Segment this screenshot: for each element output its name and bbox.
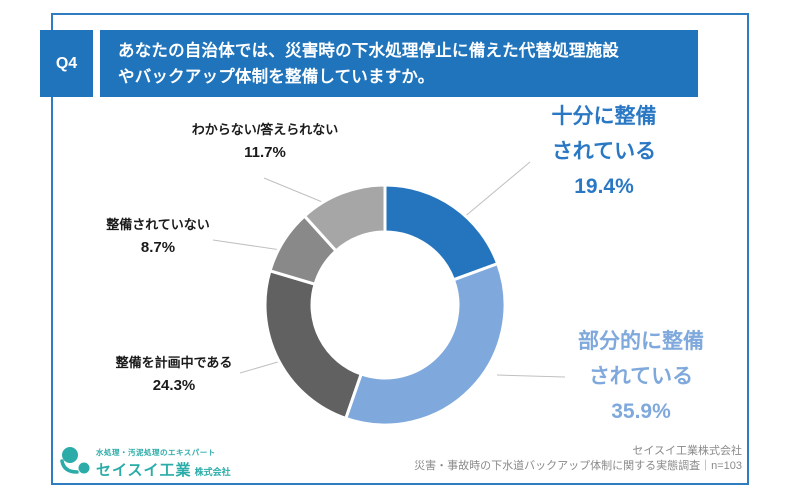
callout-label-partially-prepared: 部分的に整備 されている 35.9% bbox=[531, 324, 751, 429]
question-number-badge: Q4 bbox=[40, 30, 93, 97]
company-suffix: 株式会社 bbox=[194, 467, 231, 477]
slice-label-unknown-text: わからない/答えられない bbox=[191, 122, 339, 137]
donut-slice-4 bbox=[303, 183, 387, 253]
slice-label-planning: 整備を計画中である 24.3% bbox=[74, 355, 274, 394]
callout-partial-pct: 35.9% bbox=[611, 400, 671, 423]
callout-partial-line1: 部分的に整備 bbox=[578, 330, 704, 353]
question-header: あなたの自治体では、災害時の下水処理停止に備えた代替処理施設 やバックアップ体制… bbox=[100, 30, 698, 97]
source-survey: 災害・事故時の下水道バックアップ体制に関する実態調査｜n=103 bbox=[414, 460, 742, 472]
slice-label-planning-pct: 24.3% bbox=[152, 377, 196, 394]
slice-label-not-prepared-pct: 8.7% bbox=[140, 239, 176, 256]
logo-tagline: 水処理・汚泥処理のエキスパート bbox=[96, 448, 216, 457]
card-frame bbox=[51, 13, 749, 485]
callout-fully-pct: 19.4% bbox=[574, 175, 634, 198]
question-text: あなたの自治体では、災害時の下水処理停止に備えた代替処理施設 やバックアップ体制… bbox=[118, 41, 619, 86]
donut-slice-2 bbox=[263, 269, 363, 420]
source-attribution: セイスイ工業株式会社 災害・事故時の下水道バックアップ体制に関する実態調査｜n=… bbox=[414, 444, 742, 474]
question-number: Q4 bbox=[55, 54, 78, 72]
slice-label-planning-text: 整備を計画中である bbox=[115, 355, 233, 370]
company-name: セイスイ工業 bbox=[96, 462, 192, 479]
donut-slice-0 bbox=[383, 183, 500, 282]
slice-label-unknown: わからない/答えられない 11.7% bbox=[135, 122, 395, 161]
slice-label-unknown-pct: 11.7% bbox=[244, 144, 286, 161]
callout-fully-line1: 十分に整備 bbox=[551, 105, 657, 128]
company-logo: 水処理・汚泥処理のエキスパート セイスイ工業 株式会社 bbox=[58, 445, 231, 480]
leader-line-1 bbox=[496, 374, 566, 378]
logo-mark-icon bbox=[60, 447, 90, 474]
callout-fully-line2: されている bbox=[551, 140, 657, 163]
leader-line-4 bbox=[263, 177, 333, 207]
donut-slice-1 bbox=[344, 262, 507, 427]
source-company: セイスイ工業株式会社 bbox=[632, 445, 742, 457]
callout-partial-line2: されている bbox=[588, 365, 694, 388]
slice-label-not-prepared-text: 整備されていない bbox=[106, 217, 210, 232]
callout-label-fully-prepared: 十分に整備 されている 19.4% bbox=[494, 99, 714, 204]
slice-label-not-prepared: 整備されていない 8.7% bbox=[58, 217, 258, 256]
